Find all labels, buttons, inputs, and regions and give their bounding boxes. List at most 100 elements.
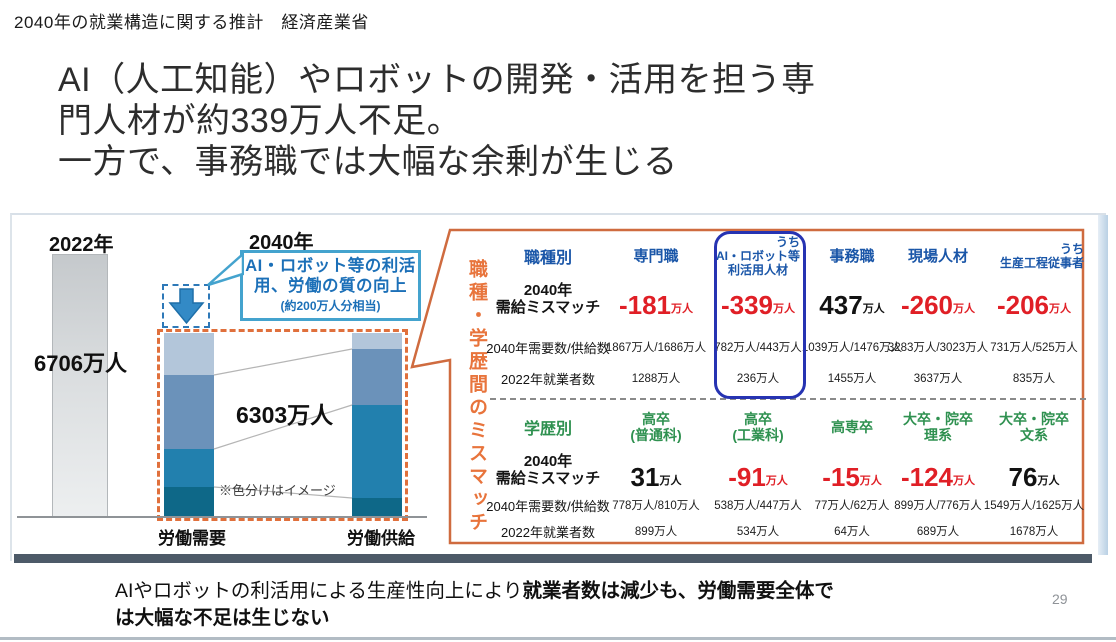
workers-kosen: 64万人	[834, 526, 870, 538]
header-jimushoku: 事務職	[829, 247, 875, 265]
x-axis-line	[17, 516, 427, 518]
mismatch-kosen: -15 万人	[810, 450, 894, 490]
color-coding-note: ※色分けはイメージ	[219, 483, 336, 498]
value-2040-total: 6303万人	[236, 402, 334, 428]
mismatch-value: -15	[822, 462, 860, 492]
header-seisan-uchi: うち	[1059, 242, 1084, 256]
mismatch-unit: 万人	[1049, 303, 1072, 315]
label-year-2040: 2040年	[249, 232, 314, 254]
demand-segment-1	[164, 333, 214, 375]
mismatch-unit: 万人	[953, 303, 976, 315]
header-ai-robot-uchi: うち	[775, 235, 800, 249]
slide-bottom-rule	[0, 637, 1116, 640]
mismatch-jimushoku: 437 万人	[810, 280, 894, 318]
workers-senmonshoku: 1288万人	[631, 373, 681, 385]
mismatch-unit: 万人	[765, 475, 788, 487]
footer-bold-text-2: は大幅な不足は生じない	[115, 607, 330, 629]
footer-bold-text-1: 就業者数は減少も、労働需要全体で	[522, 580, 834, 602]
header-ai-robot: うち AI・ロボット等 利活用人材	[706, 232, 810, 280]
supply-demand-genba: 3283万人/3023万人	[887, 342, 989, 354]
label-year-2022: 2022年	[49, 234, 114, 256]
header-daisotsu-rikei: 大卒・院卒 理系	[894, 404, 982, 450]
bar-labor-supply	[352, 333, 402, 517]
table-side-label: 職種・学歴間のミスマッチ	[466, 259, 487, 535]
supply-segment-3	[352, 405, 402, 498]
workers-ai-robot: 236万人	[736, 373, 780, 385]
mismatch-value: -181	[618, 290, 672, 320]
edu-header-line: 大卒・院卒	[999, 411, 1069, 427]
title-line-2: 門人材が約339万人不足。	[58, 102, 462, 140]
supply-demand-kosotsu-futsu: 778万人/810万人	[612, 500, 700, 512]
mismatch-kosotsu-futsu: 31 万人	[606, 450, 706, 490]
mismatch-value: -124	[900, 462, 954, 492]
edu-header-line: 高卒	[642, 411, 670, 427]
row-label-mismatch-jobs: 2040年 需給ミスマッチ	[490, 280, 606, 318]
supply-demand-daisotsu-bunkei: 1549万人/1625万人	[983, 500, 1085, 512]
callout-note: (約200万人分相当)	[280, 299, 381, 313]
title-line-1: AI（人工知能）やロボットの開発・活用を担う専	[58, 61, 816, 99]
supply-segment-1	[352, 333, 402, 349]
x-label-labor-supply: 労働供給	[347, 529, 415, 548]
header-seisan-koutei: うち 生産工程従事者	[982, 232, 1086, 280]
header-jobs-category: 職種別	[523, 250, 572, 267]
down-arrow-icon	[168, 288, 205, 325]
mismatch-value: 76	[1008, 462, 1038, 492]
header-senmonshoku: 専門職	[633, 247, 679, 265]
x-label-labor-demand: 労働需要	[158, 529, 226, 548]
mismatch-ai-robot: -339 万人	[706, 280, 810, 318]
arrow-highlight-dashed-box	[162, 284, 210, 328]
row-label-workers-edu: 2022年就業者数	[501, 524, 595, 540]
row-label-workers-jobs: 2022年就業者数	[501, 371, 595, 387]
header-genba: 現場人材	[907, 247, 968, 265]
mismatch-unit: 万人	[862, 303, 885, 315]
footer-normal-text: AIやロボットの利活用による生産性向上により	[115, 580, 523, 602]
mismatch-value: -206	[996, 290, 1050, 320]
edu-header-line: 高専卒	[831, 419, 873, 435]
value-2022-total: 6706万人	[34, 351, 127, 376]
demand-segment-2	[164, 375, 214, 449]
header-seisan-l2: 生産工程従事者	[999, 256, 1084, 270]
callout-line-1: AI・ロボット等の利活	[245, 257, 416, 275]
workers-jimushoku: 1455万人	[827, 373, 877, 385]
supply-demand-seisan: 731万人/525万人	[990, 342, 1078, 354]
mismatch-daisotsu-rikei: -124 万人	[894, 450, 982, 490]
footer-summary: AIやロボットの利活用による生産性向上により就業者数は減少も、労働需要全体で は…	[115, 578, 965, 632]
edu-header-line: (普通科)	[630, 427, 682, 443]
slide-title: AI（人工知能）やロボットの開発・活用を担う専 門人材が約339万人不足。 一方…	[58, 60, 816, 183]
mismatch-value: -91	[728, 462, 766, 492]
edu-header-line: 文系	[1020, 427, 1048, 443]
mismatch-unit: 万人	[659, 475, 682, 487]
workers-daisotsu-rikei: 689万人	[916, 526, 960, 538]
demand-segment-4	[164, 487, 214, 517]
supply-demand-jimushoku: 1039万人/1476万人	[801, 342, 903, 354]
bar-labor-demand	[164, 333, 214, 517]
supply-demand-ai-robot: 782万人/443万人	[714, 342, 802, 354]
row-label-supply-demand-edu: 2040年需要数/供給数	[486, 498, 610, 514]
mismatch-seisan: -206 万人	[982, 280, 1086, 318]
section-divider-dashed	[490, 398, 1086, 400]
workers-genba: 3637万人	[913, 373, 963, 385]
row-label-mismatch-l2: 需給ミスマッチ	[495, 470, 601, 487]
row-label-mismatch-l2: 需給ミスマッチ	[495, 299, 601, 316]
header-kosotsu-kogyo: 高卒 (工業科)	[706, 404, 810, 450]
mismatch-unit: 万人	[671, 303, 694, 315]
supply-segment-2	[352, 349, 402, 405]
figure-panel: 2022年 2040年 6706万人 AI・ロボット等の利活 用、労働の質の向上…	[10, 213, 1108, 563]
mismatch-table: 職種別 専門職 うち AI・ロボット等 利活用人材 事務職 現場人材 うち 生産…	[486, 232, 1086, 542]
header-ai-robot-l3: 利活用人材	[727, 263, 788, 277]
productivity-callout-box: AI・ロボット等の利活 用、労働の質の向上 (約200万人分相当)	[240, 250, 421, 321]
workers-daisotsu-bunkei: 1678万人	[1009, 526, 1059, 538]
mismatch-senmonshoku: -181 万人	[606, 280, 706, 318]
mismatch-value: -260	[900, 290, 954, 320]
header-daisotsu-bunkei: 大卒・院卒 文系	[982, 404, 1086, 450]
title-line-3: 一方で、事務職では大幅な余剰が生じる	[58, 143, 678, 181]
workers-seisan: 835万人	[1012, 373, 1056, 385]
mismatch-unit: 万人	[773, 303, 796, 315]
row-label-mismatch-l1: 2040年	[523, 282, 573, 299]
mismatch-unit: 万人	[1037, 475, 1060, 487]
edu-header-line: 理系	[924, 427, 952, 443]
slide-kicker: 2040年の就業構造に関する推計 経済産業省	[14, 13, 369, 32]
2040-bars-dashed-frame	[157, 329, 408, 521]
bar-2022-total	[52, 254, 108, 518]
header-ai-robot-l2: AI・ロボット等	[715, 249, 800, 263]
